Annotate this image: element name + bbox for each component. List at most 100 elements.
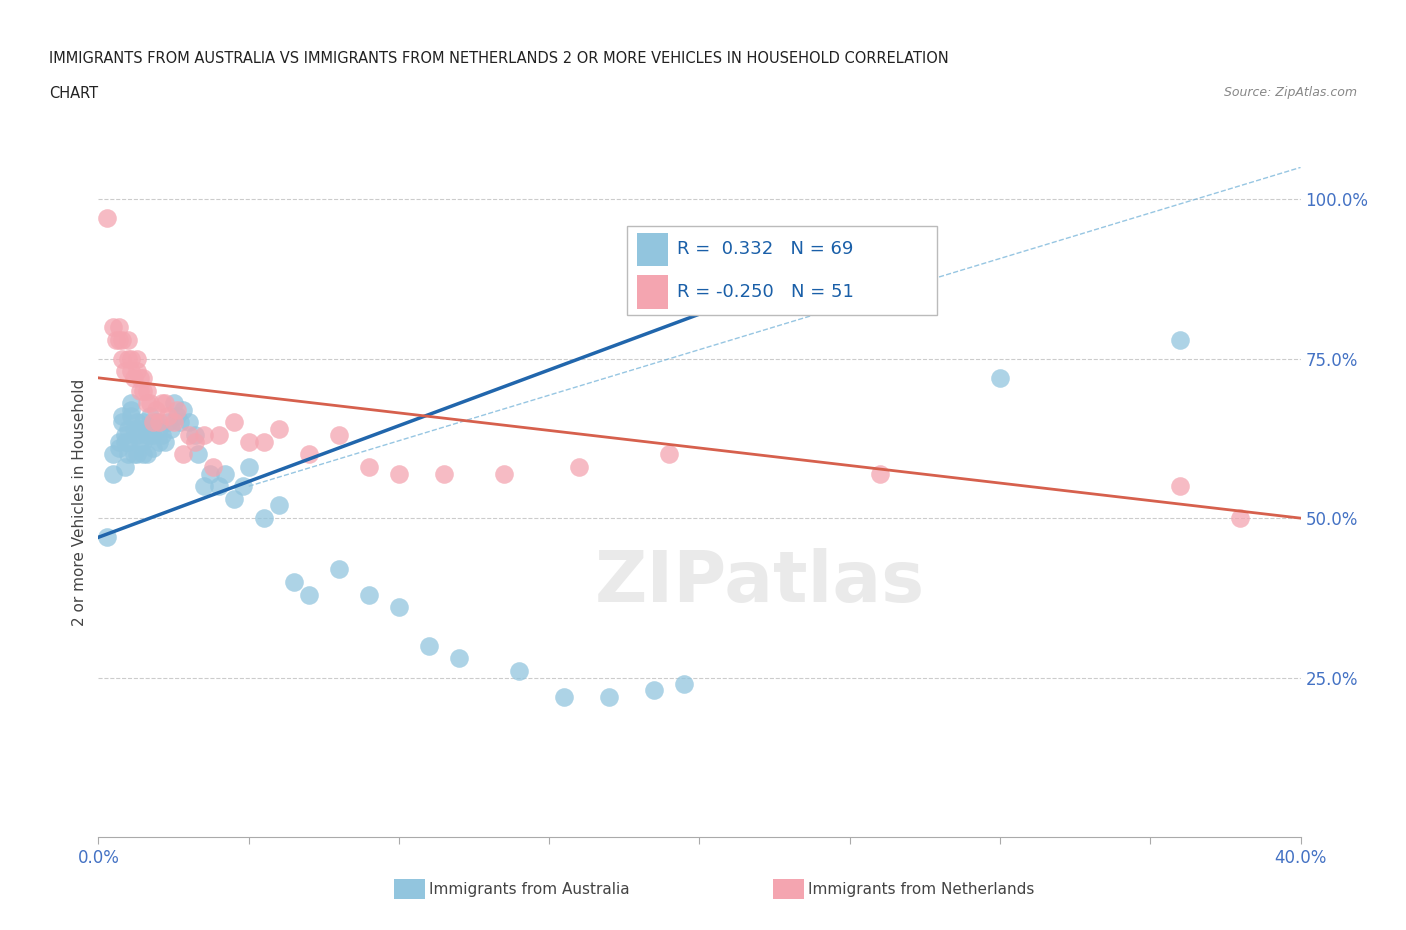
Point [127, 447, 149, 462]
Point [114, 434, 136, 449]
Point [138, 421, 160, 436]
Point [103, 466, 125, 481]
Point [193, 428, 215, 443]
Point [121, 364, 143, 379]
Point [357, 459, 380, 474]
Point [159, 421, 181, 436]
Point [166, 408, 188, 423]
Y-axis label: 2 or more Vehicles in Household: 2 or more Vehicles in Household [72, 379, 87, 626]
Point [127, 428, 149, 443]
Point [103, 447, 125, 462]
Point [135, 428, 157, 443]
Point [129, 421, 152, 436]
Point [117, 421, 139, 436]
Point [124, 421, 146, 436]
Point [96, 211, 118, 226]
Point [121, 408, 143, 423]
Point [135, 383, 157, 398]
Point [177, 415, 200, 430]
Point [222, 492, 245, 507]
Point [117, 434, 139, 449]
Text: IMMIGRANTS FROM AUSTRALIA VS IMMIGRANTS FROM NETHERLANDS 2 OR MORE VEHICLES IN H: IMMIGRANTS FROM AUSTRALIA VS IMMIGRANTS … [49, 51, 949, 66]
Point [177, 428, 200, 443]
Point [183, 434, 205, 449]
Point [1229, 511, 1251, 525]
Point [111, 332, 134, 347]
Point [145, 415, 167, 430]
Point [298, 587, 321, 602]
Point [114, 459, 136, 474]
FancyBboxPatch shape [637, 232, 668, 266]
FancyBboxPatch shape [773, 879, 804, 899]
Point [103, 319, 125, 334]
Point [148, 415, 170, 430]
Point [494, 466, 516, 481]
FancyBboxPatch shape [637, 275, 668, 309]
Point [418, 638, 440, 653]
Point [124, 447, 146, 462]
Point [162, 396, 184, 411]
Point [198, 466, 221, 481]
Point [129, 434, 152, 449]
Point [127, 415, 149, 430]
FancyBboxPatch shape [394, 879, 425, 899]
Text: Immigrants from Australia: Immigrants from Australia [429, 882, 630, 897]
Point [643, 683, 665, 698]
Point [127, 352, 149, 366]
Point [145, 403, 167, 418]
Point [132, 383, 155, 398]
Point [988, 370, 1011, 385]
Point [658, 447, 681, 462]
Point [568, 459, 591, 474]
Point [187, 447, 209, 462]
Point [141, 428, 163, 443]
Point [108, 332, 131, 347]
Point [208, 428, 231, 443]
Point [1170, 332, 1192, 347]
Text: CHART: CHART [49, 86, 98, 100]
Point [267, 498, 290, 512]
Point [172, 447, 194, 462]
Point [135, 396, 157, 411]
Text: Source: ZipAtlas.com: Source: ZipAtlas.com [1223, 86, 1357, 99]
Point [238, 459, 260, 474]
Text: Immigrants from Netherlands: Immigrants from Netherlands [808, 882, 1035, 897]
Point [169, 415, 191, 430]
Point [357, 587, 380, 602]
Point [111, 408, 134, 423]
Point [508, 664, 530, 679]
Point [388, 600, 411, 615]
Point [156, 408, 179, 423]
Text: R =  0.332   N = 69: R = 0.332 N = 69 [676, 240, 853, 259]
Point [869, 466, 891, 481]
Point [447, 651, 470, 666]
FancyBboxPatch shape [627, 226, 936, 314]
Point [153, 396, 176, 411]
Point [328, 428, 350, 443]
Point [141, 441, 163, 456]
Point [148, 421, 170, 436]
Point [129, 370, 152, 385]
Point [214, 466, 236, 481]
Point [232, 479, 254, 494]
Point [135, 447, 157, 462]
Text: R = -0.250   N = 51: R = -0.250 N = 51 [676, 283, 853, 300]
Point [283, 575, 305, 590]
Point [117, 352, 139, 366]
Point [121, 352, 143, 366]
Point [253, 434, 276, 449]
Point [328, 562, 350, 577]
Point [193, 479, 215, 494]
Point [433, 466, 456, 481]
Point [138, 408, 160, 423]
Point [124, 370, 146, 385]
Point [1170, 479, 1192, 494]
Point [114, 428, 136, 443]
Point [138, 396, 160, 411]
Point [121, 403, 143, 418]
Point [108, 319, 131, 334]
Point [132, 370, 155, 385]
Point [141, 415, 163, 430]
Point [132, 447, 155, 462]
Point [298, 447, 321, 462]
